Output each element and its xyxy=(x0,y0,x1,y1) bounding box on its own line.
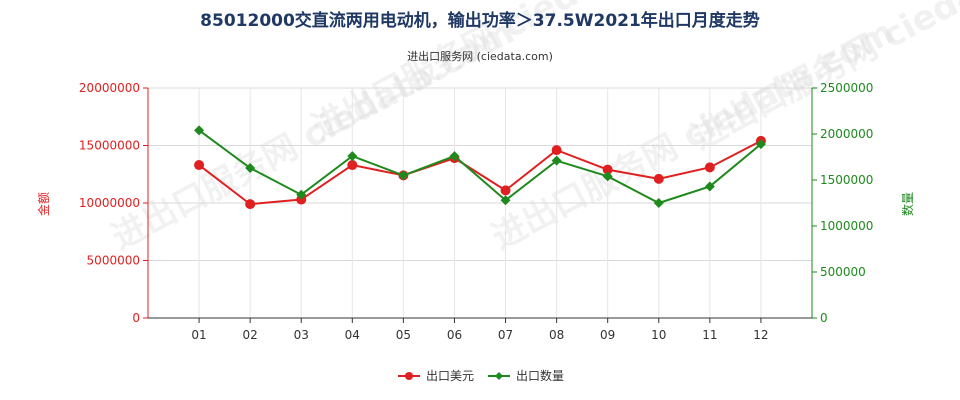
data-point[interactable] xyxy=(194,125,205,136)
data-point[interactable] xyxy=(602,171,613,182)
data-point[interactable] xyxy=(551,155,562,166)
x-tick-label: 12 xyxy=(753,328,768,342)
series-quantity xyxy=(194,125,766,208)
data-point[interactable] xyxy=(500,185,511,196)
series-layer xyxy=(194,125,766,210)
data-point[interactable] xyxy=(296,189,307,200)
x-tick-label: 01 xyxy=(191,328,206,342)
x-tick-label: 04 xyxy=(345,328,360,342)
x-tick-label: 02 xyxy=(243,328,258,342)
legend-item[interactable]: 出口数量 xyxy=(488,368,564,383)
legend-label: 出口数量 xyxy=(516,368,564,383)
data-point[interactable] xyxy=(653,198,664,208)
data-point[interactable] xyxy=(347,160,358,171)
x-tick-label: 06 xyxy=(447,328,462,342)
legend-swatch-marker xyxy=(495,372,503,380)
chart-subtitle: 进出口服务网 (ciedata.com) xyxy=(407,49,553,63)
chart-title: 85012000交直流两用电动机，输出功率＞37.5W2021年出口月度走势 xyxy=(200,10,760,31)
data-point[interactable] xyxy=(704,181,715,192)
left-axis-ticks: 0 5000000 10000000 15000000 20000000 xyxy=(79,81,148,325)
left-tick-label: 0 xyxy=(132,311,140,325)
data-point[interactable] xyxy=(755,139,766,150)
data-point[interactable] xyxy=(551,145,562,156)
right-axis-label: 数量 xyxy=(900,192,915,216)
left-tick-label: 10000000 xyxy=(79,196,140,210)
right-tick-label: 1500000 xyxy=(820,173,873,187)
data-point[interactable] xyxy=(500,195,511,206)
x-axis-ticks: 01 02 03 04 05 06 07 08 09 10 11 12 xyxy=(191,318,769,342)
right-tick-label: 0 xyxy=(820,311,828,325)
right-axis-ticks: 0 500000 1000000 1500000 2000000 2500000 xyxy=(812,81,873,325)
series-line xyxy=(198,140,762,206)
right-tick-label: 2500000 xyxy=(820,81,873,95)
x-tick-label: 09 xyxy=(600,328,615,342)
series-line xyxy=(198,129,762,205)
right-tick-label: 1000000 xyxy=(820,219,873,233)
data-point[interactable] xyxy=(653,173,664,184)
data-point[interactable] xyxy=(602,164,613,175)
x-tick-label: 08 xyxy=(549,328,564,342)
data-point[interactable] xyxy=(245,199,256,210)
data-point[interactable] xyxy=(347,151,358,162)
data-point[interactable] xyxy=(245,163,256,174)
data-point[interactable] xyxy=(449,151,460,162)
right-tick-label: 2000000 xyxy=(820,127,873,141)
left-axis-label: 金额 xyxy=(36,192,51,216)
left-tick-label: 15000000 xyxy=(79,139,140,153)
x-tick-label: 05 xyxy=(396,328,411,342)
x-tick-label: 10 xyxy=(651,328,666,342)
data-point[interactable] xyxy=(194,160,205,171)
data-point[interactable] xyxy=(398,170,409,181)
legend-label: 出口美元 xyxy=(426,369,474,383)
x-tick-label: 07 xyxy=(498,328,513,342)
x-tick-label: 03 xyxy=(294,328,309,342)
left-tick-label: 20000000 xyxy=(79,81,140,95)
legend-item[interactable]: 出口美元 xyxy=(398,369,474,383)
x-tick-label: 11 xyxy=(702,328,717,342)
right-tick-label: 500000 xyxy=(820,265,866,279)
legend: 出口美元 出口数量 xyxy=(398,368,564,383)
left-tick-label: 5000000 xyxy=(87,254,140,268)
legend-swatch-marker xyxy=(405,372,413,380)
data-point[interactable] xyxy=(704,162,715,173)
